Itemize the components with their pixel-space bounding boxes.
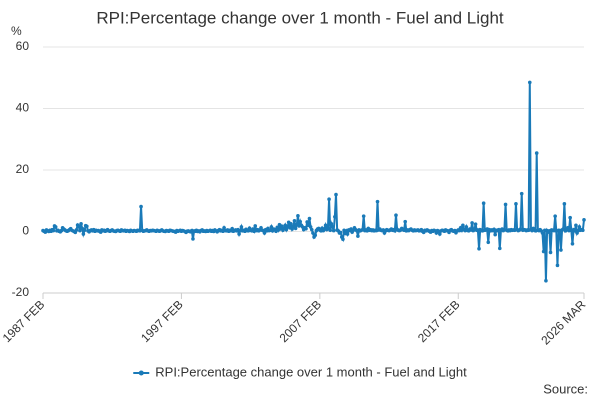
point	[497, 246, 502, 251]
point	[553, 214, 557, 218]
point	[375, 199, 380, 204]
point	[534, 151, 539, 155]
point	[570, 242, 575, 246]
y-axis-label: %	[11, 24, 22, 38]
x-tick-label: 2026 MAR	[538, 297, 588, 347]
point	[329, 222, 334, 226]
point	[438, 232, 442, 236]
point	[331, 228, 336, 233]
x-tick-label: 2007 FEB	[277, 297, 325, 345]
point	[519, 191, 524, 196]
point	[541, 249, 546, 254]
point	[308, 225, 313, 229]
point	[464, 225, 469, 229]
point	[304, 226, 308, 231]
point	[327, 197, 331, 202]
point	[334, 192, 338, 197]
y-tick-label: 0	[22, 224, 29, 238]
point	[284, 227, 289, 232]
legend-label: RPI:Percentage change over 1 month - Fue…	[155, 364, 467, 379]
point	[562, 202, 567, 206]
point	[76, 224, 81, 229]
point	[341, 237, 345, 241]
point	[293, 226, 298, 231]
point	[51, 228, 56, 233]
point	[262, 231, 267, 235]
point	[191, 237, 195, 241]
point	[514, 202, 518, 206]
point	[307, 216, 312, 221]
point	[313, 233, 318, 237]
legend: RPI:Percentage change over 1 month - Fue…	[133, 364, 467, 379]
point	[477, 246, 481, 251]
point	[323, 223, 328, 228]
point	[394, 213, 398, 218]
point	[481, 201, 486, 206]
point	[548, 250, 553, 255]
point	[555, 263, 560, 268]
point	[559, 248, 563, 252]
point	[540, 231, 545, 235]
point	[289, 222, 293, 226]
point	[572, 229, 577, 233]
point	[239, 225, 244, 229]
y-tick-label: 60	[16, 39, 30, 53]
y-tick-label: 20	[16, 162, 30, 176]
point	[311, 231, 315, 235]
point	[292, 218, 297, 223]
point	[345, 232, 350, 236]
point	[296, 214, 300, 218]
point	[566, 226, 570, 230]
point	[473, 222, 478, 226]
point	[85, 224, 89, 229]
point	[577, 225, 582, 229]
point	[582, 218, 586, 222]
chart-title: RPI:Percentage change over 1 month - Fue…	[96, 8, 504, 27]
x-tick-label: 1997 FEB	[138, 297, 186, 345]
point	[544, 278, 548, 283]
point	[461, 223, 465, 228]
x-tick-label: 2017 FEB	[415, 297, 463, 345]
point	[253, 224, 258, 228]
point	[568, 215, 572, 220]
point	[305, 220, 309, 224]
point	[338, 230, 343, 235]
point	[279, 224, 284, 229]
series-line	[42, 82, 585, 281]
point	[470, 221, 474, 225]
point	[486, 240, 491, 245]
point	[298, 219, 303, 224]
point	[78, 228, 82, 233]
point	[493, 232, 497, 237]
point	[333, 214, 337, 219]
point	[356, 234, 360, 238]
point	[309, 227, 314, 232]
point	[79, 222, 83, 226]
point	[403, 219, 408, 224]
point	[503, 202, 508, 207]
point	[222, 226, 226, 230]
point	[82, 228, 87, 233]
point	[361, 214, 366, 218]
point	[237, 232, 241, 236]
point	[527, 80, 532, 85]
source: Source:	[543, 381, 588, 396]
point	[269, 225, 274, 229]
point	[81, 232, 86, 236]
point	[328, 228, 333, 233]
point	[74, 228, 79, 232]
point	[139, 204, 143, 209]
point	[581, 228, 585, 233]
y-tick-label: -20	[12, 285, 30, 299]
legend-marker	[138, 370, 144, 376]
point	[330, 225, 335, 229]
y-tick-label: 40	[16, 101, 30, 115]
x-tick-label: 1987 FEB	[0, 297, 47, 345]
point	[53, 225, 58, 229]
markers	[41, 80, 586, 283]
point	[574, 223, 578, 228]
